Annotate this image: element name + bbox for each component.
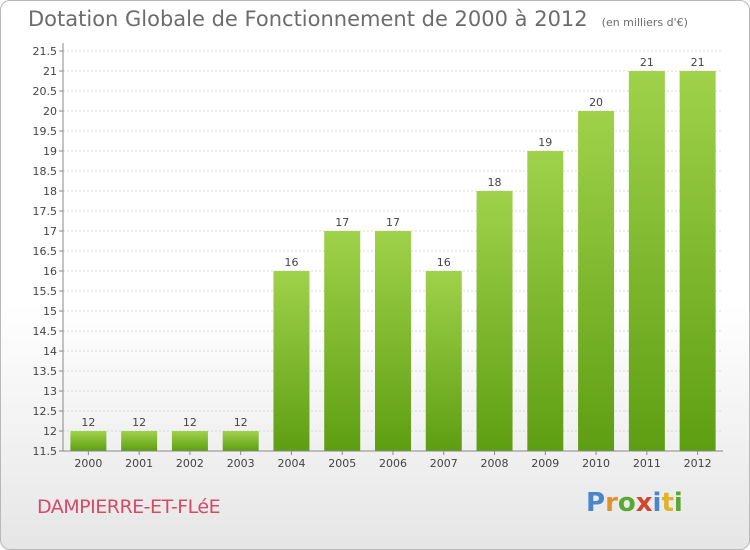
y-tick-label: 14.5: [33, 325, 58, 338]
bar-2009: [527, 151, 564, 451]
data-label-2010: 20: [589, 96, 603, 109]
y-tick-label: 15: [43, 305, 57, 318]
x-tick-label-2010: 2010: [582, 457, 610, 470]
bar-2012: [679, 71, 716, 451]
proxiti-logo: Proxiti: [586, 488, 683, 518]
bar-2002: [171, 431, 208, 451]
y-tick-label: 16.5: [33, 245, 58, 258]
logo-letter: i: [652, 488, 662, 518]
x-tick-label-2002: 2002: [176, 457, 204, 470]
x-tick-label-2012: 2012: [684, 457, 712, 470]
y-tick-label: 15.5: [33, 285, 58, 298]
y-tick-label: 12.5: [33, 405, 58, 418]
data-label-2009: 19: [538, 136, 552, 149]
chart-title-text: Dotation Globale de Fonctionnement de 20…: [28, 7, 588, 31]
x-tick-label-2008: 2008: [481, 457, 509, 470]
data-label-2001: 12: [132, 416, 146, 429]
bar-2010: [578, 111, 615, 451]
y-tick-label: 13: [43, 385, 57, 398]
x-tick-label-2004: 2004: [277, 457, 305, 470]
y-tick-label: 17: [43, 225, 57, 238]
logo-letter: i: [673, 488, 683, 518]
y-tick-label: 13.5: [33, 365, 58, 378]
bar-2005: [324, 231, 361, 451]
bar-2007: [425, 271, 462, 451]
y-tick-label: 11.5: [33, 445, 58, 458]
bar-2003: [222, 431, 259, 451]
y-tick-label: 17.5: [33, 205, 58, 218]
y-tick-label: 19: [43, 145, 57, 158]
y-tick-label: 12: [43, 425, 57, 438]
y-tick-label: 18: [43, 185, 57, 198]
data-label-2003: 12: [234, 416, 248, 429]
x-tick-label-2005: 2005: [328, 457, 356, 470]
logo-letter: o: [617, 488, 636, 518]
x-tick-label-2001: 2001: [125, 457, 153, 470]
chart-title: Dotation Globale de Fonctionnement de 20…: [28, 7, 688, 31]
y-tick-label: 21: [43, 65, 57, 78]
x-tick-label-2000: 2000: [74, 457, 102, 470]
y-tick-label: 14: [43, 345, 57, 358]
logo-letter: x: [635, 488, 653, 518]
chart-subtitle: (en milliers d'€): [601, 16, 688, 29]
data-label-2004: 16: [284, 256, 298, 269]
data-label-2012: 21: [691, 56, 705, 69]
data-label-2008: 18: [488, 176, 502, 189]
x-tick-label-2003: 2003: [227, 457, 255, 470]
x-tick-label-2007: 2007: [430, 457, 458, 470]
x-tick-label-2009: 2009: [531, 457, 559, 470]
bar-2008: [476, 191, 513, 451]
y-tick-label: 20: [43, 105, 57, 118]
data-label-2011: 21: [640, 56, 654, 69]
x-tick-label-2006: 2006: [379, 457, 407, 470]
data-label-2000: 12: [81, 416, 95, 429]
bar-2011: [628, 71, 665, 451]
y-tick-label: 18.5: [33, 165, 58, 178]
logo-letter: t: [661, 488, 674, 518]
bar-2004: [273, 271, 310, 451]
bar-2001: [121, 431, 158, 451]
x-tick-label-2011: 2011: [633, 457, 661, 470]
bar-2000: [70, 431, 107, 451]
logo-letter: r: [605, 488, 618, 518]
data-label-2006: 17: [386, 216, 400, 229]
y-tick-label: 16: [43, 265, 57, 278]
commune-name: DAMPIERRE-ET-FLéE: [37, 496, 221, 518]
bar-2006: [375, 231, 411, 451]
data-label-2002: 12: [183, 416, 197, 429]
y-tick-label: 20.5: [33, 85, 58, 98]
logo-letter: P: [586, 488, 606, 518]
y-tick-label: 21.5: [33, 45, 58, 58]
data-label-2007: 16: [437, 256, 451, 269]
data-label-2005: 17: [335, 216, 349, 229]
y-tick-label: 19.5: [33, 125, 58, 138]
